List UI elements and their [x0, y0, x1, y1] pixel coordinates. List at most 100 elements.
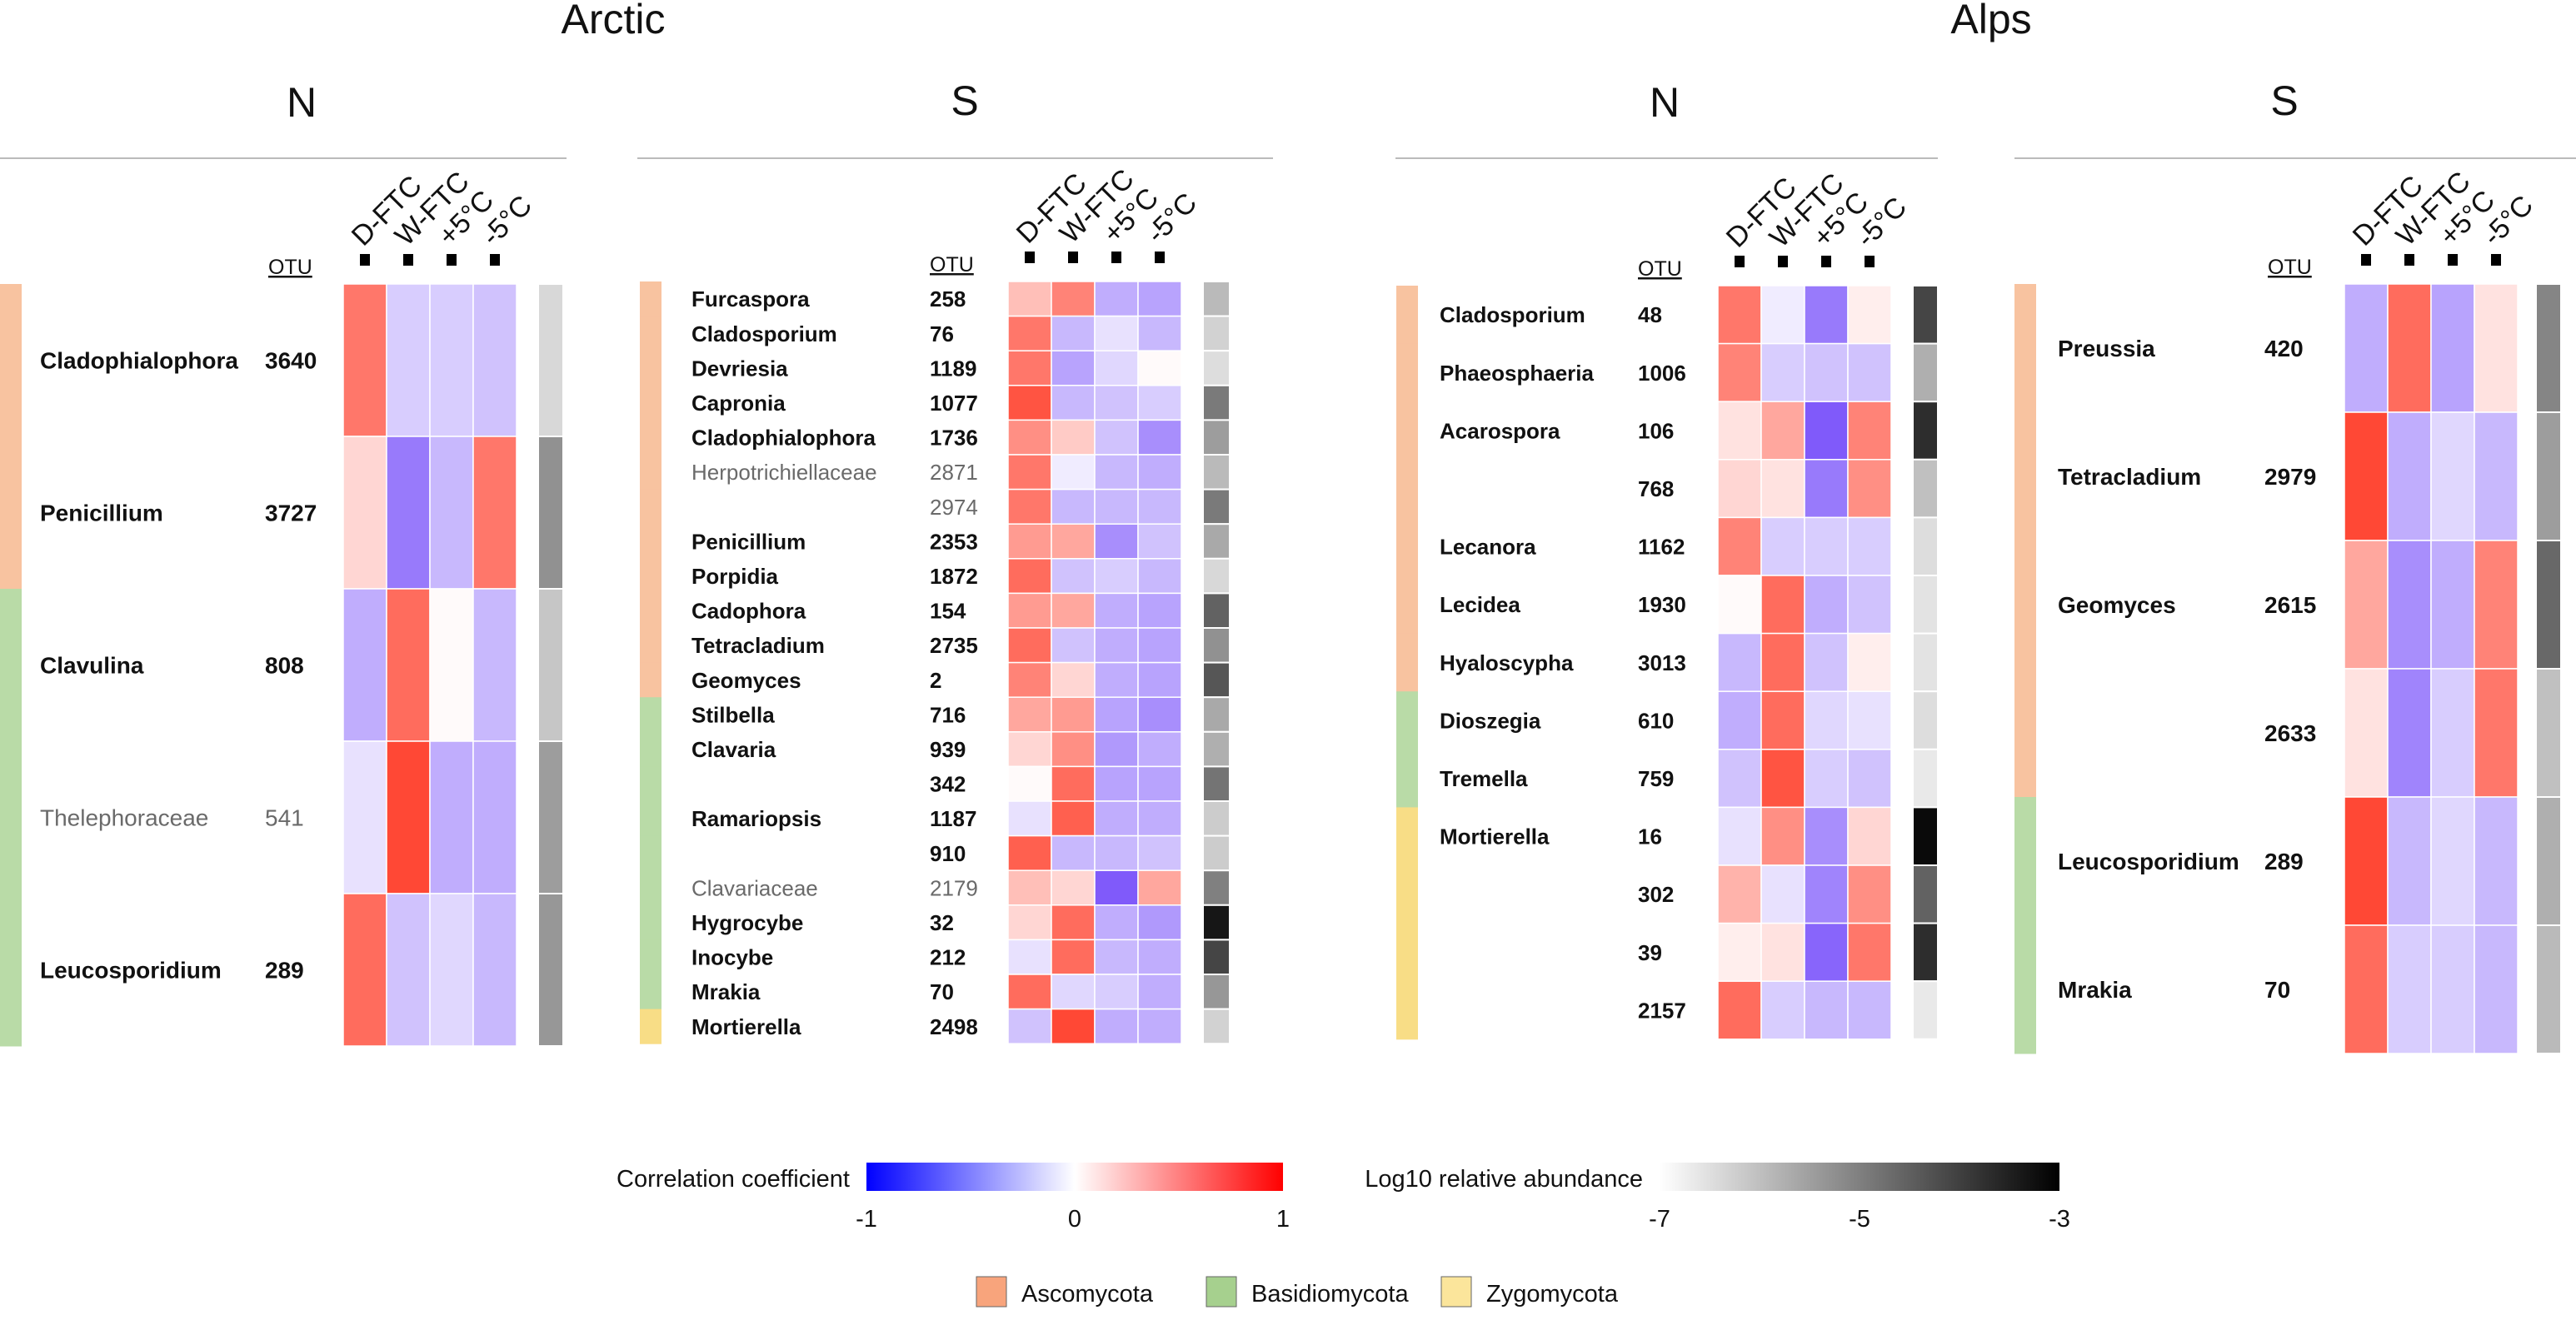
otu-label: 302	[1638, 882, 1674, 907]
heatmap-cell	[1847, 516, 1892, 576]
abundance-cell	[1912, 864, 1939, 924]
heatmap-cell	[1094, 315, 1139, 351]
otu-label: 2974	[930, 495, 978, 520]
heatmap-cell	[2474, 540, 2519, 670]
phylum-strip-segment	[1396, 981, 1418, 1040]
abundance-cell	[1202, 523, 1231, 560]
heatmap-cell	[1137, 939, 1182, 975]
column-tick-marker	[2361, 254, 2371, 266]
heatmap-cell	[1760, 632, 1805, 692]
panel-title-arctic-n: N	[287, 79, 317, 126]
heatmap-cell	[1804, 285, 1849, 345]
heatmap-cell	[1094, 350, 1139, 386]
heatmap-cell	[1094, 765, 1139, 802]
taxon-label: Lecidea	[1440, 592, 1520, 617]
heatmap-cell	[2430, 411, 2475, 541]
otu-label: 2979	[2264, 464, 2316, 490]
heatmap-cell	[386, 740, 431, 894]
heatmap-cell	[2474, 796, 2519, 926]
heatmap-cell	[1094, 661, 1139, 698]
heatmap-cell	[1051, 731, 1096, 768]
taxon-label: Tetracladium	[2058, 464, 2201, 490]
heatmap-cell	[1094, 488, 1139, 525]
otu-label: 48	[1638, 302, 1662, 327]
heatmap-cell	[1051, 558, 1096, 595]
otu-label: 16	[1638, 824, 1662, 849]
heatmap-cell	[1804, 459, 1849, 519]
phylum-strip-segment	[640, 524, 661, 560]
heatmap-cell	[1804, 575, 1849, 635]
phylum-strip-segment	[2014, 669, 2036, 798]
heatmap-cell	[1051, 385, 1096, 421]
heatmap-cell	[1051, 315, 1096, 351]
otu-label: 1872	[930, 564, 978, 589]
legend-label-ascomycota: Ascomycota	[1021, 1281, 1154, 1308]
heatmap-cell	[342, 893, 387, 1047]
column-tick-marker	[2404, 254, 2414, 266]
heatmap-cell	[1760, 690, 1805, 750]
heatmap-cell	[1847, 806, 1892, 866]
legend-label-zygomycota: Zygomycota	[1486, 1281, 1619, 1308]
taxon-label: Tremella	[1440, 766, 1528, 791]
heatmap-cell	[1760, 806, 1805, 866]
heatmap-cell	[2474, 411, 2519, 541]
taxon-label: Mrakia	[2058, 977, 2132, 1003]
otu-label: 3640	[265, 348, 317, 374]
heatmap-cell	[1007, 800, 1052, 837]
column-tick-marker	[1111, 252, 1121, 263]
phylum-strip-segment	[0, 894, 22, 1047]
taxon-label: Lecanora	[1440, 535, 1536, 560]
heatmap-cell	[1804, 401, 1849, 461]
colorbar-abundance-tick-max: -3	[2049, 1206, 2070, 1233]
taxon-label: Cladophialophora	[40, 348, 238, 374]
heatmap-cell	[472, 740, 517, 894]
heatmap-cell	[1007, 904, 1052, 941]
abundance-cell	[1202, 730, 1231, 768]
heatmap-cell	[1137, 696, 1182, 733]
heatmap-cell	[2387, 540, 2432, 670]
panel-title-alps-n: N	[1650, 79, 1680, 126]
otu-label: 212	[930, 945, 966, 970]
phylum-strip-segment	[640, 316, 661, 351]
otu-label: 910	[930, 841, 966, 866]
heatmap-cell	[1051, 281, 1096, 317]
heatmap-cell	[1760, 864, 1805, 924]
heatmap-cell	[1847, 285, 1892, 345]
column-tick-marker	[1735, 256, 1745, 267]
legend-label-basidiomycota: Basidiomycota	[1251, 1281, 1409, 1308]
phylum-strip-segment	[640, 697, 661, 733]
heatmap-cell	[386, 588, 431, 742]
heatmap-cell	[1137, 592, 1182, 629]
taxon-label: Geomyces	[2058, 592, 2176, 618]
otu-label: 2615	[2264, 592, 2316, 618]
heatmap-cell	[1007, 558, 1052, 595]
heatmap-cell	[342, 283, 387, 437]
heatmap-cell	[1804, 749, 1849, 809]
heatmap-cell	[1051, 974, 1096, 1010]
otu-label: 2179	[930, 875, 978, 900]
heatmap-cell	[1094, 800, 1139, 837]
colorbar-correlation-tick-mid: 0	[1068, 1206, 1081, 1233]
column-tick-marker	[1025, 252, 1035, 263]
taxon-label: Furcaspora	[691, 286, 810, 311]
phylum-strip-segment	[1396, 343, 1418, 402]
colorbar-abundance-label: Log10 relative abundance	[1365, 1166, 1643, 1193]
heatmap-cell	[1051, 904, 1096, 941]
phylum-strip-segment	[1396, 807, 1418, 866]
heatmap-cell	[1051, 454, 1096, 491]
heatmap-cell	[1717, 980, 1762, 1040]
otu-label: 1189	[930, 356, 976, 381]
column-tick-marker	[1778, 256, 1788, 267]
heatmap-cell	[1051, 939, 1096, 975]
legend-swatch-basidiomycota	[1206, 1276, 1237, 1308]
column-tick-marker	[2491, 254, 2501, 266]
phylum-strip-segment	[640, 974, 661, 1010]
phylum-strip-segment	[2014, 797, 2036, 926]
heatmap-cell	[386, 893, 431, 1047]
heatmap-cell	[1094, 696, 1139, 733]
heatmap-cell	[2344, 283, 2389, 413]
column-tick-marker	[1155, 252, 1165, 263]
heatmap-cell	[1094, 592, 1139, 629]
heatmap-cell	[342, 436, 387, 590]
